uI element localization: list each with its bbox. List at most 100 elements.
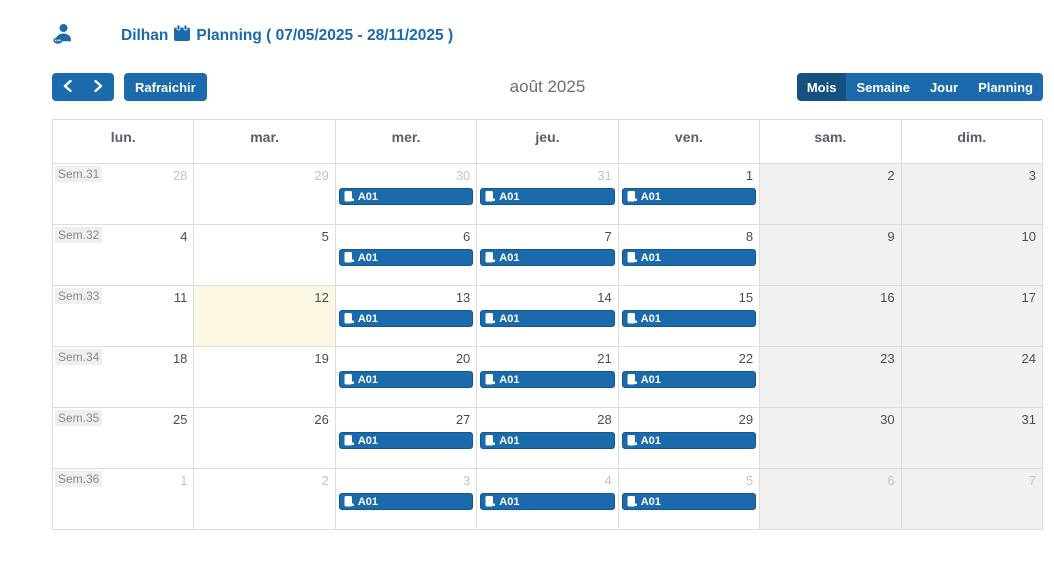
day-cell[interactable]: Sem.35 25 xyxy=(53,408,195,469)
day-cell[interactable]: 6 xyxy=(760,469,902,530)
day-cell[interactable]: Sem.34 18 xyxy=(53,347,195,408)
event-a01[interactable]: A01 xyxy=(338,310,474,327)
day-cell[interactable]: 30 A01 xyxy=(335,164,478,225)
day-header: lun. xyxy=(53,120,195,164)
event-a01[interactable]: A01 xyxy=(621,310,757,327)
day-cell[interactable]: 24 xyxy=(901,347,1043,408)
day-cell[interactable]: 20 A01 xyxy=(335,347,478,408)
event-a01[interactable]: A01 xyxy=(338,249,474,266)
cell-top: 14 xyxy=(479,288,615,306)
day-cell[interactable]: Sem.33 11 xyxy=(53,286,195,347)
day-cell[interactable]: 5 A01 xyxy=(618,469,761,530)
day-cell[interactable]: 8 A01 xyxy=(618,225,761,286)
day-cell[interactable]: 7 xyxy=(901,469,1043,530)
event-a01[interactable]: A01 xyxy=(338,371,474,388)
day-cell[interactable]: 3 A01 xyxy=(335,469,478,530)
event-a01[interactable]: A01 xyxy=(621,493,757,510)
week-label: Sem.32 xyxy=(55,227,103,243)
refresh-button[interactable]: Rafraichir xyxy=(124,73,207,101)
event-a01[interactable]: A01 xyxy=(338,432,474,449)
next-button[interactable] xyxy=(83,73,114,101)
event-label: A01 xyxy=(640,251,661,264)
view-button-mois[interactable]: Mois xyxy=(796,73,847,101)
day-cell[interactable]: 19 xyxy=(194,347,336,408)
cell-top: 29 xyxy=(196,166,332,184)
day-header: ven. xyxy=(618,120,761,164)
cell-top: 7 xyxy=(479,227,615,245)
chevron-left-icon xyxy=(63,79,72,95)
day-cell[interactable]: 12 xyxy=(194,286,336,347)
day-cell[interactable]: 13 A01 xyxy=(335,286,478,347)
event-a01[interactable]: A01 xyxy=(621,371,757,388)
day-cell[interactable]: Sem.31 28 xyxy=(53,164,195,225)
cell-top: 5 xyxy=(196,227,332,245)
event-a01[interactable]: A01 xyxy=(480,249,615,266)
day-cell[interactable]: 22 A01 xyxy=(618,347,761,408)
day-cell[interactable]: 2 xyxy=(194,469,336,530)
user-badge-icon[interactable] xyxy=(53,23,72,49)
view-button-jour[interactable]: Jour xyxy=(919,73,969,101)
day-cell[interactable]: 7 A01 xyxy=(477,225,619,286)
day-cell[interactable]: 29 xyxy=(194,164,336,225)
day-header: mar. xyxy=(194,120,336,164)
day-cell[interactable]: 4 A01 xyxy=(477,469,619,530)
prev-button[interactable] xyxy=(52,73,83,101)
view-button-semaine[interactable]: Semaine xyxy=(846,73,920,101)
date-number: 2 xyxy=(321,473,329,488)
door-icon xyxy=(485,191,496,202)
view-button-planning[interactable]: Planning xyxy=(968,73,1043,101)
event-a01[interactable]: A01 xyxy=(621,432,757,449)
day-cell[interactable]: 5 xyxy=(194,225,336,286)
door-icon xyxy=(344,191,354,202)
day-cell[interactable]: 17 xyxy=(901,286,1043,347)
cell-top: 23 xyxy=(762,349,898,367)
cell-top: Sem.31 28 xyxy=(55,166,191,184)
day-cell[interactable]: 14 A01 xyxy=(477,286,619,347)
event-a01[interactable]: A01 xyxy=(338,188,474,205)
event-a01[interactable]: A01 xyxy=(621,188,757,205)
day-cell[interactable]: 23 xyxy=(760,347,902,408)
date-number: 20 xyxy=(455,351,471,366)
day-cell[interactable]: 3 xyxy=(901,164,1043,225)
cell-top: 8 xyxy=(621,227,757,245)
day-cell[interactable]: 9 xyxy=(760,225,902,286)
event-a01[interactable]: A01 xyxy=(480,371,615,388)
day-cell[interactable]: 21 A01 xyxy=(477,347,619,408)
date-number: 9 xyxy=(887,229,895,244)
day-cell[interactable]: 15 A01 xyxy=(618,286,761,347)
door-icon xyxy=(627,191,637,202)
day-cell[interactable]: 31 xyxy=(901,408,1043,469)
day-cell[interactable]: 26 xyxy=(194,408,336,469)
date-number: 16 xyxy=(880,290,895,305)
day-header: dim. xyxy=(901,120,1043,164)
day-cell[interactable]: 16 xyxy=(760,286,902,347)
event-a01[interactable]: A01 xyxy=(480,493,615,510)
event-a01[interactable]: A01 xyxy=(338,493,474,510)
day-cell[interactable]: 30 xyxy=(760,408,902,469)
event-a01[interactable]: A01 xyxy=(480,310,615,327)
date-number: 17 xyxy=(1021,290,1036,305)
day-cell[interactable]: 10 xyxy=(901,225,1043,286)
date-number: 4 xyxy=(180,229,188,244)
door-icon xyxy=(627,496,637,507)
event-label: A01 xyxy=(499,495,520,508)
day-cell[interactable]: 6 A01 xyxy=(335,225,478,286)
day-cell[interactable]: 29 A01 xyxy=(618,408,761,469)
page-title: Dilhan Planning ( 07/05/2025 - 28/11/202… xyxy=(121,24,454,47)
day-cell[interactable]: 27 A01 xyxy=(335,408,478,469)
planning-title: Planning ( 07/05/2025 - 28/11/2025 ) xyxy=(196,27,454,44)
view-switcher: Mois Semaine Jour Planning xyxy=(796,73,1043,101)
event-a01[interactable]: A01 xyxy=(621,249,757,266)
day-cell[interactable]: 28 A01 xyxy=(477,408,619,469)
day-cell[interactable]: 2 xyxy=(760,164,902,225)
cell-top: 26 xyxy=(196,410,332,428)
day-cell[interactable]: 1 A01 xyxy=(618,164,761,225)
event-a01[interactable]: A01 xyxy=(480,432,615,449)
date-number: 19 xyxy=(314,351,329,366)
event-label: A01 xyxy=(499,251,520,264)
day-cell[interactable]: Sem.36 1 xyxy=(53,469,195,530)
event-a01[interactable]: A01 xyxy=(480,188,615,205)
date-number: 7 xyxy=(604,229,612,244)
day-cell[interactable]: 31 A01 xyxy=(477,164,619,225)
day-cell[interactable]: Sem.32 4 xyxy=(53,225,195,286)
